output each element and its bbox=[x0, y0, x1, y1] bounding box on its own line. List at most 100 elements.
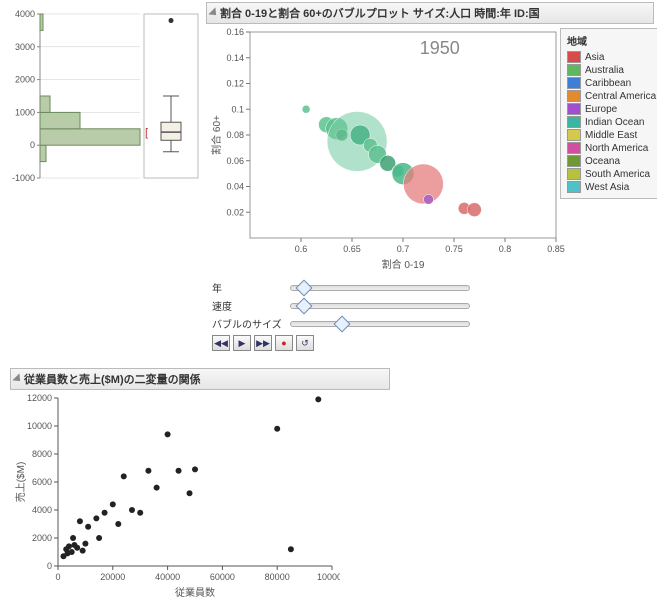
svg-text:10000: 10000 bbox=[27, 421, 52, 431]
legend-label: Middle East bbox=[585, 130, 637, 141]
slider-row: 速度 bbox=[212, 298, 654, 313]
svg-text:0: 0 bbox=[30, 140, 35, 150]
svg-text:0.85: 0.85 bbox=[547, 244, 565, 254]
svg-text:12000: 12000 bbox=[27, 393, 52, 403]
svg-text:0.08: 0.08 bbox=[226, 130, 244, 140]
legend-label: Indian Ocean bbox=[585, 117, 645, 128]
svg-text:0.75: 0.75 bbox=[445, 244, 463, 254]
legend-item[interactable]: Asia bbox=[567, 51, 656, 63]
svg-text:0.8: 0.8 bbox=[499, 244, 512, 254]
slider-row: バブルのサイズ bbox=[212, 316, 654, 331]
svg-text:0.14: 0.14 bbox=[226, 53, 244, 63]
svg-text:0: 0 bbox=[47, 561, 52, 571]
slider-track[interactable] bbox=[290, 321, 470, 327]
legend-item[interactable]: North America bbox=[567, 142, 656, 154]
svg-text:0.7: 0.7 bbox=[397, 244, 410, 254]
slider-thumb[interactable] bbox=[296, 297, 313, 314]
slider-thumb[interactable] bbox=[296, 279, 313, 296]
svg-text:0: 0 bbox=[55, 572, 60, 582]
bubble-legend: 地域 Asia Australia Caribbean Central America… bbox=[560, 28, 657, 199]
legend-label: West Asia bbox=[585, 182, 629, 193]
legend-label: Oceana bbox=[585, 156, 620, 167]
svg-text:100000: 100000 bbox=[317, 572, 340, 582]
legend-item[interactable]: Indian Ocean bbox=[567, 116, 656, 128]
legend-label: Australia bbox=[585, 65, 624, 76]
legend-swatch bbox=[567, 64, 581, 76]
svg-text:0.65: 0.65 bbox=[343, 244, 361, 254]
svg-text:従業員数: 従業員数 bbox=[175, 586, 215, 599]
legend-item[interactable]: South America bbox=[567, 168, 656, 180]
legend-swatch bbox=[567, 129, 581, 141]
bubble-chart: 0.6 0.65 0.7 0.75 0.8 0.85 0.02 0.04 0.06 0.08 0.1… bbox=[206, 24, 566, 274]
svg-text:割合 0-19: 割合 0-19 bbox=[382, 258, 425, 271]
slider-label: 速度 bbox=[212, 298, 290, 313]
slider-label: 年 bbox=[212, 280, 290, 295]
legend-swatch bbox=[567, 142, 581, 154]
legend-label: Caribbean bbox=[585, 78, 631, 89]
legend-title: 地域 bbox=[567, 33, 656, 48]
legend-swatch bbox=[567, 168, 581, 180]
disclosure-icon[interactable] bbox=[12, 373, 23, 384]
legend-item[interactable]: Caribbean bbox=[567, 77, 656, 89]
svg-text:80000: 80000 bbox=[265, 572, 290, 582]
legend-label: North America bbox=[585, 143, 648, 154]
slider-track[interactable] bbox=[290, 285, 470, 291]
legend-item[interactable]: West Asia bbox=[567, 181, 656, 193]
svg-text:2000: 2000 bbox=[32, 533, 52, 543]
slider-track[interactable] bbox=[290, 303, 470, 309]
svg-text:0.06: 0.06 bbox=[226, 156, 244, 166]
legend-swatch bbox=[567, 90, 581, 102]
svg-text:0.1: 0.1 bbox=[231, 104, 244, 114]
playback-button[interactable]: ↺ bbox=[296, 335, 314, 351]
svg-text:6000: 6000 bbox=[32, 477, 52, 487]
disclosure-icon[interactable] bbox=[208, 7, 219, 18]
bubble-title: 割合 0-19と割合 60+のバブルプロット サイズ:人口 時間:年 ID:国 bbox=[220, 5, 540, 21]
legend-swatch bbox=[567, 103, 581, 115]
legend-item[interactable]: Europe bbox=[567, 103, 656, 115]
playback-controls: ◀◀▶▶▶●↺ bbox=[206, 335, 654, 351]
legend-item[interactable]: Oceana bbox=[567, 155, 656, 167]
legend-swatch bbox=[567, 181, 581, 193]
svg-text:0.04: 0.04 bbox=[226, 182, 244, 192]
svg-text:0.02: 0.02 bbox=[226, 207, 244, 217]
slider-thumb[interactable] bbox=[333, 315, 350, 332]
svg-text:20000: 20000 bbox=[100, 572, 125, 582]
legend-item[interactable]: Australia bbox=[567, 64, 656, 76]
svg-text:8000: 8000 bbox=[32, 449, 52, 459]
svg-text:3000: 3000 bbox=[15, 42, 35, 52]
playback-button[interactable]: ◀◀ bbox=[212, 335, 230, 351]
playback-button[interactable]: ▶▶ bbox=[254, 335, 272, 351]
playback-button[interactable]: ● bbox=[275, 335, 293, 351]
legend-label: Europe bbox=[585, 104, 617, 115]
svg-text:1000: 1000 bbox=[15, 107, 35, 117]
slider-label: バブルのサイズ bbox=[212, 316, 290, 331]
legend-label: South America bbox=[585, 169, 650, 180]
bubble-panel: 割合 0-19と割合 60+のバブルプロット サイズ:人口 時間:年 ID:国 … bbox=[206, 2, 654, 351]
svg-text:4000: 4000 bbox=[32, 505, 52, 515]
scatter-chart: 0200004000060000800001000000200040006000… bbox=[10, 390, 340, 600]
svg-text:[: [ bbox=[145, 127, 148, 139]
playback-button[interactable]: ▶ bbox=[233, 335, 251, 351]
svg-text:-1000: -1000 bbox=[12, 173, 35, 183]
legend-label: Asia bbox=[585, 52, 604, 63]
svg-text:0.16: 0.16 bbox=[226, 27, 244, 37]
svg-text:2000: 2000 bbox=[15, 75, 35, 85]
legend-swatch bbox=[567, 77, 581, 89]
legend-label: Central America bbox=[585, 91, 656, 102]
svg-text:40000: 40000 bbox=[155, 572, 180, 582]
legend-item[interactable]: Middle East bbox=[567, 129, 656, 141]
slider-area: 年速度バブルのサイズ bbox=[206, 280, 654, 331]
histogram-boxplot-chart: -100001000200030004000[ bbox=[6, 6, 202, 186]
slider-row: 年 bbox=[212, 280, 654, 295]
bubble-title-bar: 割合 0-19と割合 60+のバブルプロット サイズ:人口 時間:年 ID:国 bbox=[206, 2, 654, 24]
svg-text:0.6: 0.6 bbox=[295, 244, 308, 254]
svg-text:0.12: 0.12 bbox=[226, 79, 244, 89]
legend-swatch bbox=[567, 155, 581, 167]
legend-item[interactable]: Central America bbox=[567, 90, 656, 102]
histogram-panel: -100001000200030004000[ bbox=[6, 6, 202, 186]
svg-text:割合 60+: 割合 60+ bbox=[210, 115, 223, 155]
scatter-title: 従業員数と売上($M)の二変量の関係 bbox=[24, 371, 201, 387]
scatter-title-bar: 従業員数と売上($M)の二変量の関係 bbox=[10, 368, 390, 390]
scatter-panel: 従業員数と売上($M)の二変量の関係 020000400006000080000… bbox=[10, 368, 390, 600]
svg-text:1950: 1950 bbox=[420, 38, 460, 58]
